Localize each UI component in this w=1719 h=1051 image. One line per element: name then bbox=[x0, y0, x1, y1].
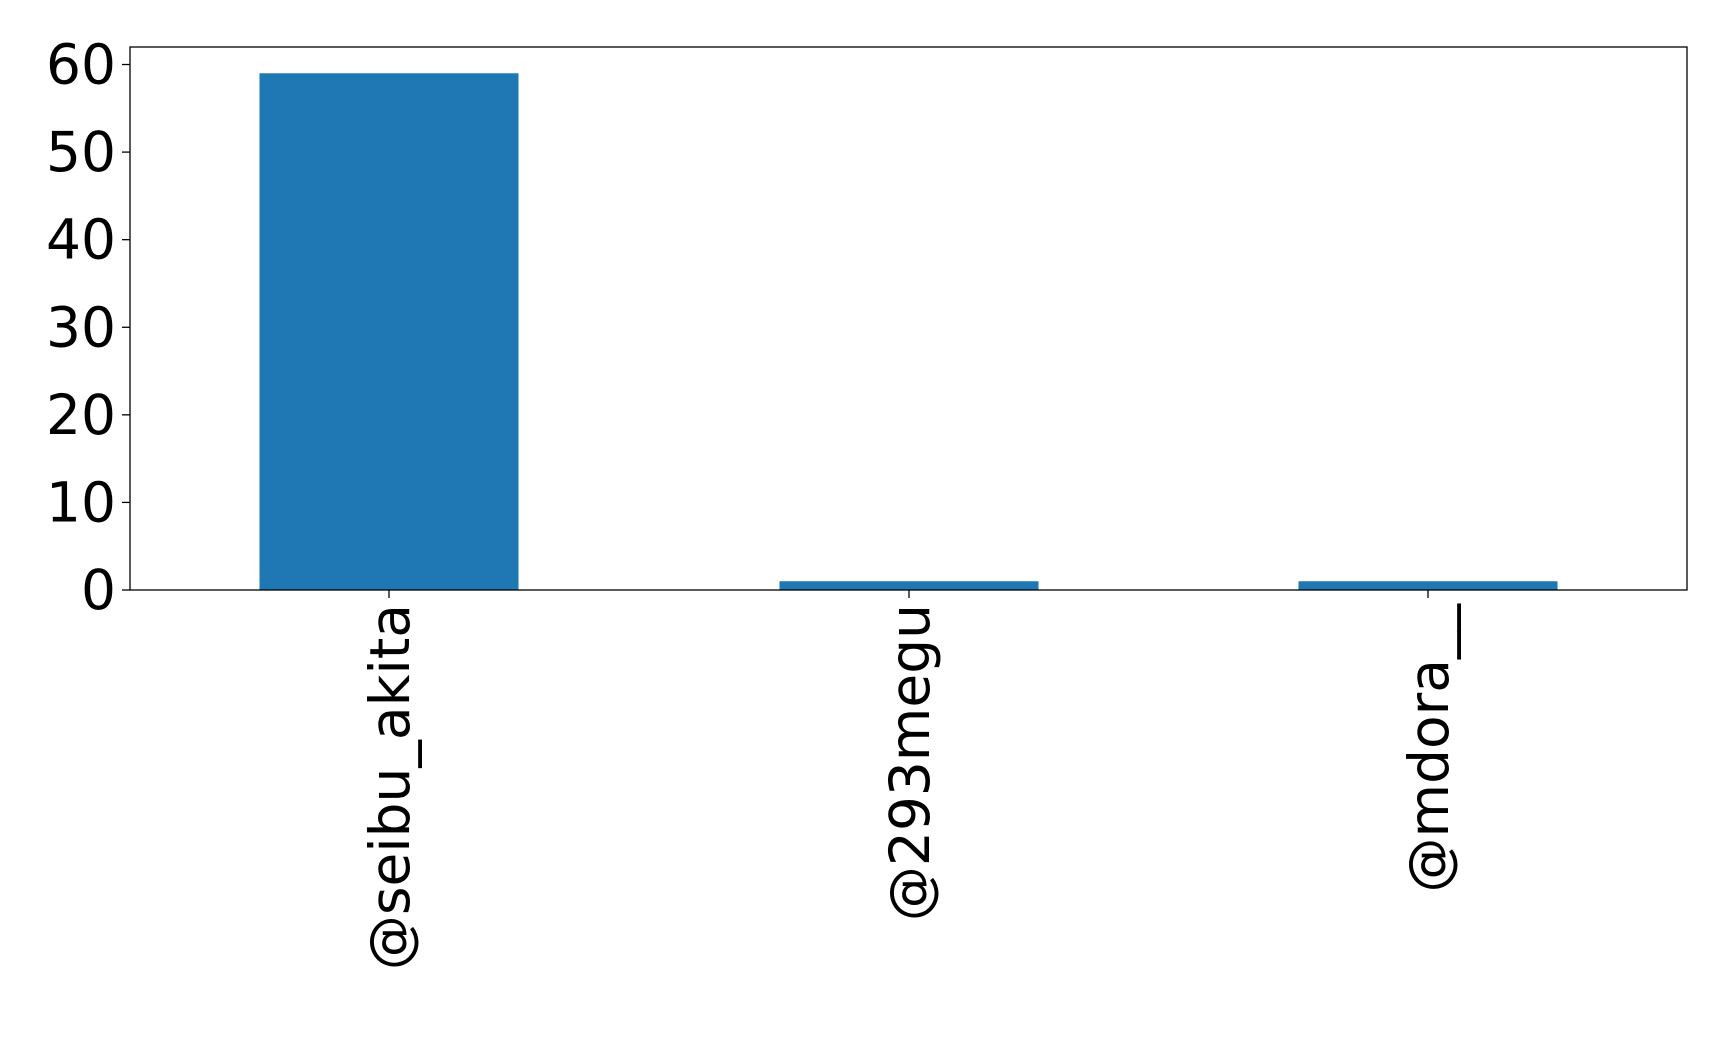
bar bbox=[779, 581, 1039, 590]
y-tick-label: 50 bbox=[46, 120, 116, 184]
y-tick-label: 10 bbox=[46, 470, 116, 534]
bar bbox=[259, 73, 519, 591]
y-tick-label: 30 bbox=[46, 295, 116, 359]
x-tick-label: @293megu bbox=[878, 604, 942, 921]
bar bbox=[1298, 581, 1558, 590]
y-tick-label: 20 bbox=[46, 383, 116, 447]
y-tick-label: 40 bbox=[46, 208, 116, 272]
y-tick-label: 0 bbox=[81, 558, 116, 622]
x-tick-label: @mdora__ bbox=[1397, 603, 1461, 893]
x-tick-label: @seibu_akita bbox=[358, 604, 422, 970]
y-tick-label: 60 bbox=[46, 33, 116, 97]
